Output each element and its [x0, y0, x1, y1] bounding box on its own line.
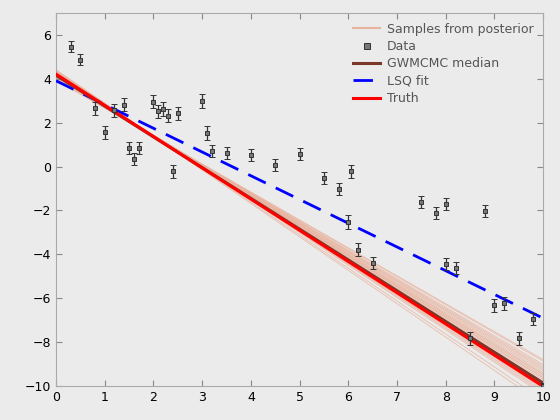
Legend: Samples from posterior, Data, GWMCMC median, LSQ fit, Truth: Samples from posterior, Data, GWMCMC med…	[349, 19, 537, 109]
